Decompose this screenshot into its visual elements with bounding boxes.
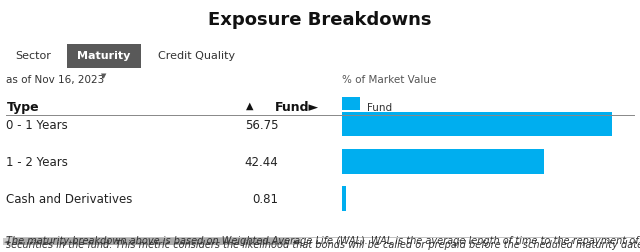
FancyBboxPatch shape — [342, 187, 346, 211]
Text: Exposure Breakdowns: Exposure Breakdowns — [208, 11, 432, 29]
Text: Fund►: Fund► — [275, 101, 319, 113]
Text: ▼: ▼ — [101, 73, 107, 79]
Text: ►: ► — [294, 238, 300, 244]
Text: % of Market Value: % of Market Value — [342, 75, 436, 85]
Text: 0.81: 0.81 — [252, 193, 278, 205]
FancyBboxPatch shape — [342, 149, 544, 174]
FancyBboxPatch shape — [342, 98, 360, 110]
Text: as of Nov 16, 2023: as of Nov 16, 2023 — [6, 75, 105, 85]
Text: Sector: Sector — [15, 51, 52, 61]
Text: ▲: ▲ — [246, 101, 254, 110]
FancyBboxPatch shape — [67, 45, 141, 69]
Text: Type: Type — [6, 101, 39, 113]
FancyBboxPatch shape — [342, 112, 612, 137]
Text: securities in the fund. This metric considers the likelihood that bonds will be : securities in the fund. This metric cons… — [6, 239, 640, 249]
Text: 42.44: 42.44 — [244, 155, 278, 168]
FancyBboxPatch shape — [12, 238, 287, 245]
FancyBboxPatch shape — [3, 238, 301, 245]
Text: 0 - 1 Years: 0 - 1 Years — [6, 118, 68, 131]
Text: 1 - 2 Years: 1 - 2 Years — [6, 155, 68, 168]
Text: Fund: Fund — [367, 102, 392, 112]
Text: ◄: ◄ — [4, 238, 9, 244]
Text: The maturity breakdown above is based on Weighted Average Life (WAL). WAL is the: The maturity breakdown above is based on… — [6, 235, 640, 245]
Text: 56.75: 56.75 — [245, 118, 278, 131]
Text: Cash and Derivatives: Cash and Derivatives — [6, 193, 132, 205]
Text: Maturity: Maturity — [77, 51, 131, 61]
Text: Credit Quality: Credit Quality — [158, 51, 236, 61]
